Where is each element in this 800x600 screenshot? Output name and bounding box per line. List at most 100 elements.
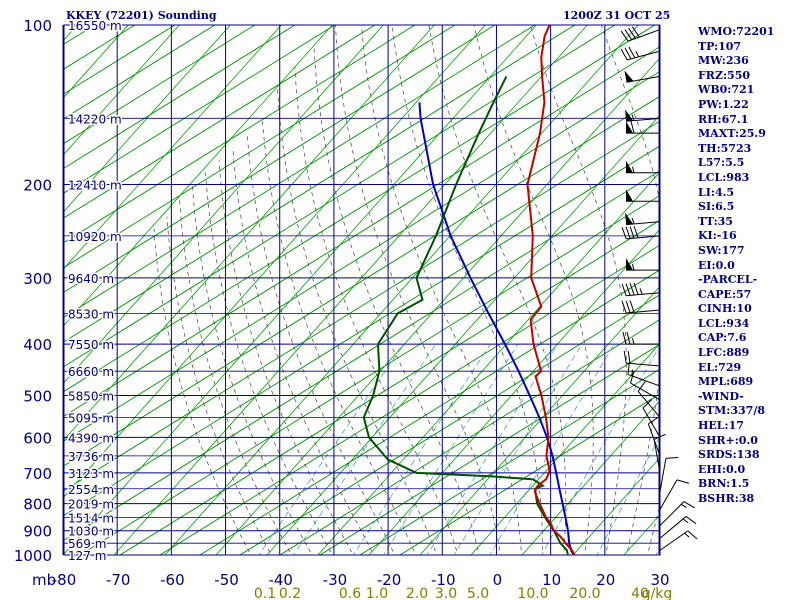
- dry-adiabat: [64, 25, 536, 318]
- wind-barb: [642, 399, 661, 438]
- wind-barb-feather: [622, 331, 627, 345]
- wind-barb: [659, 479, 690, 510]
- index-item: MPL:689: [698, 375, 754, 389]
- isotherm: [64, 25, 435, 441]
- mixing-ratio-line: [293, 343, 437, 555]
- wind-barb-feather: [620, 30, 629, 42]
- height-label: 2019 m: [68, 498, 114, 512]
- wind-barb-feather: [665, 456, 679, 459]
- xaxis-tick-label: -30: [323, 571, 348, 589]
- wind-barb-feather: [627, 351, 631, 364]
- mixing-ratio-label: 5.0: [467, 586, 489, 600]
- parcel-trace: [418, 102, 577, 555]
- height-label: 9640 m: [68, 272, 114, 286]
- isotherm: [419, 285, 660, 555]
- wind-barb: [625, 109, 661, 122]
- index-item: CINH:10: [698, 302, 752, 316]
- index-item: BRN:1.5: [698, 477, 750, 491]
- isotherm: [64, 25, 486, 498]
- wind-barb-feather: [630, 370, 635, 384]
- isotherm: [64, 25, 231, 212]
- pressure-tick-label: 1000: [14, 547, 52, 565]
- wind-barb-feather: [629, 283, 635, 296]
- moist-adiabat: [246, 133, 396, 555]
- height-label: 10920 m: [68, 230, 122, 244]
- dry-adiabat: [159, 244, 660, 555]
- wind-barb-half-feather: [635, 51, 640, 58]
- wind-barb-feather: [626, 331, 631, 345]
- moist-adiabat: [335, 25, 501, 555]
- pressure-tick-label: 800: [23, 496, 52, 514]
- dry-adiabat: [319, 343, 660, 555]
- index-item: MW:236: [698, 54, 749, 68]
- xaxis-tick-label: 20: [596, 571, 615, 589]
- index-item: HEL:17: [698, 419, 744, 433]
- wind-barb-flag: [624, 70, 634, 83]
- height-label: 6660 m: [68, 365, 114, 379]
- wind-barb-flag: [625, 212, 634, 225]
- xaxis-tick-label: -40: [268, 571, 293, 589]
- wind-barb-feather: [628, 27, 636, 39]
- isotherm: [64, 25, 282, 269]
- mixing-ratio-label: 2.0: [406, 586, 428, 600]
- isotherm: [64, 25, 537, 555]
- wind-barb-staff: [626, 235, 661, 240]
- index-item: MAXT:25.9: [698, 127, 766, 141]
- mixing-ratio-label: 1.0: [366, 586, 388, 600]
- pressure-tick-label: 100: [23, 17, 52, 35]
- xaxis-tick-label: -50: [214, 571, 239, 589]
- wind-barb-staff: [659, 458, 667, 492]
- height-label: 4390 m: [68, 431, 114, 445]
- wind-barb: [624, 70, 661, 83]
- index-item: LCL:983: [698, 170, 750, 184]
- xaxis-tick-label: -80: [52, 571, 77, 589]
- wind-barb-staff: [626, 362, 661, 367]
- dry-adiabat: [64, 120, 660, 492]
- index-item: L57:5.5: [698, 156, 745, 170]
- index-item: KI:-16: [698, 229, 737, 243]
- xaxis-label: mb: [32, 571, 56, 589]
- wind-barb-feather: [623, 350, 627, 364]
- wind-barb-half-feather: [680, 503, 687, 508]
- index-item: RH:67.1: [698, 112, 749, 126]
- wind-barb-feather: [624, 47, 632, 60]
- wind-barb-feather: [631, 26, 640, 38]
- wind-barb-staff: [626, 292, 661, 297]
- mixing-ratio-line: [489, 343, 615, 555]
- wind-barb-staff: [626, 309, 661, 314]
- wind-barb-staff: [659, 530, 689, 551]
- pressure-tick-label: 900: [23, 523, 52, 541]
- isotherm: [64, 25, 333, 327]
- wind-barb-staff: [659, 516, 687, 539]
- mixing-ratio-line: [541, 345, 660, 555]
- wind-barb-feather: [633, 282, 639, 295]
- height-label: 3123 m: [68, 467, 114, 481]
- height-label: 569 m: [68, 537, 106, 551]
- wind-barb-feather: [625, 283, 631, 296]
- mixing-ratio-line: [453, 343, 583, 555]
- moist-adiabat: [294, 66, 459, 555]
- index-item: WB0:721: [698, 83, 755, 97]
- dry-adiabat: [119, 219, 660, 555]
- index-item: PW:1.22: [698, 97, 749, 111]
- dry-adiabat: [64, 25, 216, 120]
- wind-barb-flag: [626, 258, 633, 271]
- moist-adiabat: [391, 25, 544, 555]
- wind-barb-feather: [685, 516, 697, 525]
- wind-barb-feather: [629, 226, 635, 239]
- index-item: TP:107: [698, 39, 742, 53]
- index-item: CAPE:57: [698, 287, 752, 301]
- wind-barb: [659, 516, 697, 539]
- wind-barb-half-feather: [631, 369, 633, 376]
- index-item: TT:35: [698, 214, 733, 228]
- dry-adiabat: [239, 294, 660, 555]
- mixing-ratio-line: [383, 343, 519, 555]
- wind-barb-half-feather: [632, 337, 635, 345]
- pressure-tick-label: 700: [23, 465, 52, 483]
- dry-adiabat: [64, 25, 336, 194]
- height-label: 5095 m: [68, 411, 114, 425]
- wind-barb-feather: [629, 300, 635, 313]
- wind-barb-feather: [648, 416, 659, 425]
- wind-barb-flag: [626, 121, 633, 134]
- height-label: 16550 m: [68, 19, 122, 33]
